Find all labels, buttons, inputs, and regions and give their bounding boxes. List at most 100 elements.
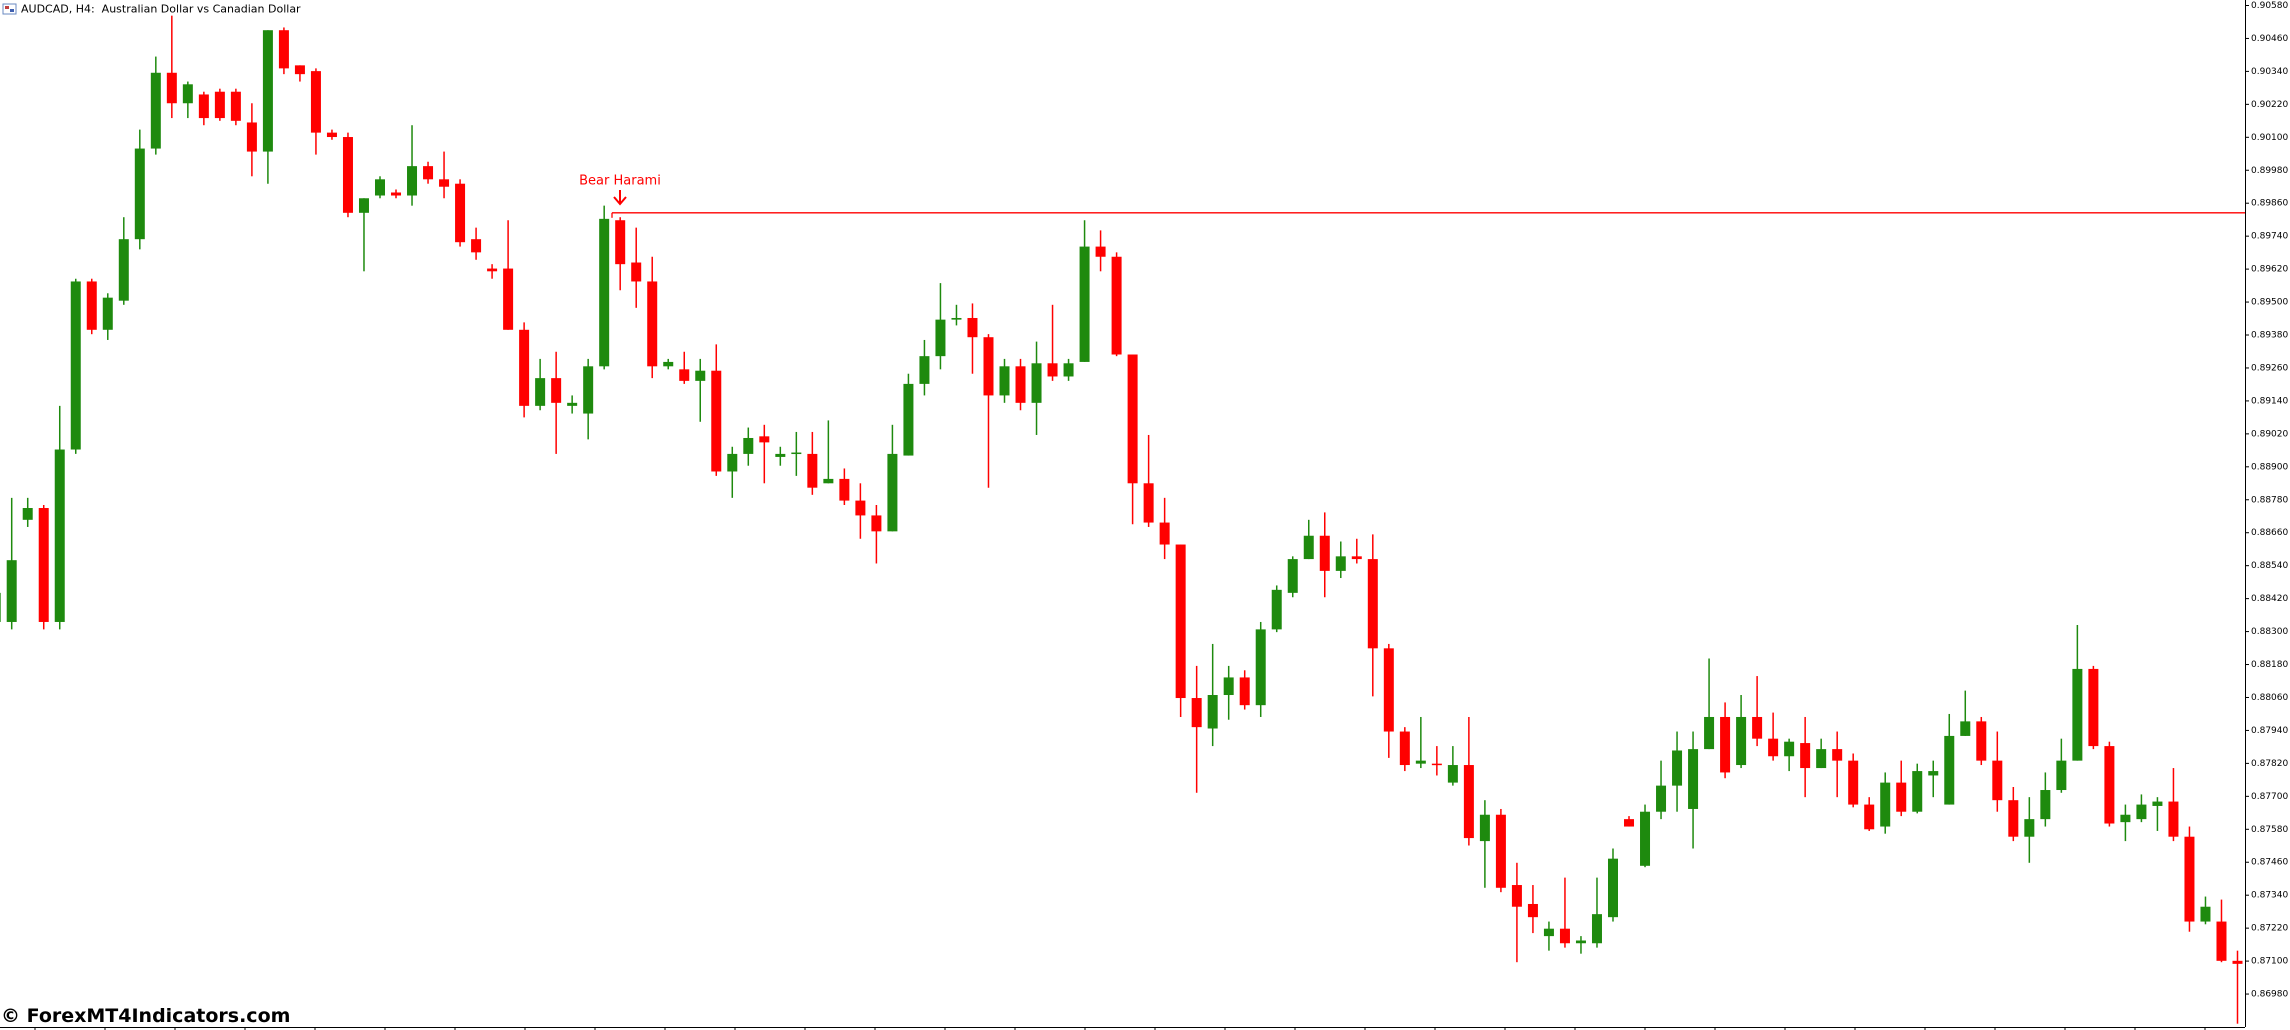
y-tick-label: 0.87340: [2251, 891, 2288, 901]
candle-body: [1672, 750, 1683, 786]
candle-body: [919, 356, 930, 384]
candle-body: [679, 369, 690, 381]
y-tick-label: 0.89860: [2251, 199, 2288, 209]
candle-body: [1415, 760, 1426, 764]
candle-body: [2216, 921, 2227, 961]
candle-body: [839, 478, 850, 501]
candle-body: [1239, 677, 1250, 706]
y-tick-label: 0.89500: [2251, 298, 2288, 308]
y-tick-label: 0.87700: [2251, 792, 2288, 802]
candle-body: [358, 198, 369, 213]
candle-body: [22, 508, 33, 520]
candle-body: [118, 239, 129, 301]
candle-body: [1816, 749, 1827, 769]
candle-body: [407, 166, 418, 196]
candle-body: [759, 436, 770, 443]
candle-body: [2088, 668, 2099, 747]
annotation: Bear Harami: [579, 174, 661, 189]
candle-body: [1527, 903, 1538, 918]
candle-body: [999, 366, 1010, 396]
candle-body: [310, 71, 321, 133]
candle-body: [1255, 629, 1266, 706]
y-tick-label: 0.88060: [2251, 693, 2288, 703]
candle-body: [631, 262, 642, 282]
y-tick-label: 0.89380: [2251, 331, 2288, 341]
candle-body: [1848, 760, 1859, 805]
candle-body: [1367, 559, 1378, 649]
candle-body: [1591, 914, 1602, 944]
candle-body: [551, 378, 562, 403]
candle-body: [326, 132, 337, 138]
icon-flag: [5, 6, 9, 9]
candle-body: [807, 453, 818, 488]
candle-body: [775, 453, 786, 457]
y-tick-label: 0.87580: [2251, 825, 2288, 835]
candle-body: [1559, 928, 1570, 944]
y-tick-label: 0.88660: [2251, 528, 2288, 538]
candle-body: [599, 218, 610, 367]
y-tick-label: 0.87220: [2251, 924, 2288, 934]
candle-body: [342, 137, 353, 213]
candle-body: [439, 179, 450, 187]
candle-body: [1800, 743, 1811, 769]
candle-body: [2184, 836, 2195, 922]
candle-body: [823, 478, 834, 484]
candle-body: [1640, 811, 1651, 866]
arrow-head: [613, 196, 627, 206]
candle-body: [871, 515, 882, 532]
candle-body: [1624, 819, 1635, 827]
y-tick-label: 0.89740: [2251, 232, 2288, 242]
candle-body: [2120, 814, 2131, 823]
candle-body: [1335, 556, 1346, 571]
candle-body: [951, 317, 962, 320]
y-tick-label: 0.87940: [2251, 726, 2288, 736]
candle-body: [855, 500, 866, 516]
candle-body: [1912, 771, 1923, 812]
candle-body: [1832, 749, 1843, 761]
candle-body: [1143, 483, 1154, 523]
candle-body: [2008, 800, 2019, 837]
candle-body: [278, 30, 289, 69]
candle-body: [1960, 721, 1971, 736]
candle-body: [1976, 721, 1987, 761]
candle-body: [615, 220, 626, 265]
candle-body: [967, 317, 978, 338]
candle-body: [935, 319, 946, 357]
y-tick-label: 0.88420: [2251, 594, 2288, 604]
symbol-icon: [2, 3, 17, 15]
candle-body: [647, 281, 658, 367]
candle-body: [262, 30, 273, 152]
candle-body: [1399, 731, 1410, 766]
watermark: © ForexMT4Indicators.com: [1, 1005, 290, 1027]
candle-body: [2152, 801, 2163, 806]
candle-body: [455, 183, 466, 243]
candle-body: [1896, 782, 1907, 812]
candle-body: [1191, 698, 1202, 728]
y-tick-label: 0.90100: [2251, 133, 2288, 143]
y-tick-label: 0.89140: [2251, 396, 2288, 406]
candle-body: [519, 329, 530, 406]
candle-body: [1319, 535, 1330, 571]
y-tick-label: 0.87820: [2251, 759, 2288, 769]
candle-body: [1031, 363, 1042, 403]
candle-body: [2104, 746, 2115, 824]
candle-body: [903, 383, 914, 456]
candle-body: [1015, 366, 1026, 403]
candle-body: [1175, 544, 1186, 699]
candle-body: [1768, 738, 1779, 757]
y-tick-label: 0.89620: [2251, 265, 2288, 275]
candle-body: [1752, 716, 1763, 739]
candle-body: [1207, 695, 1218, 729]
candle-body: [1688, 749, 1699, 809]
candle-body: [166, 72, 177, 104]
candle-body: [0, 592, 1, 622]
candle-body: [1511, 885, 1522, 907]
candle-body: [6, 560, 17, 622]
y-tick-label: 0.89980: [2251, 166, 2288, 176]
y-tick-label: 0.86980: [2251, 990, 2288, 1000]
candle-body: [1720, 716, 1731, 773]
candle-body: [1784, 741, 1795, 757]
